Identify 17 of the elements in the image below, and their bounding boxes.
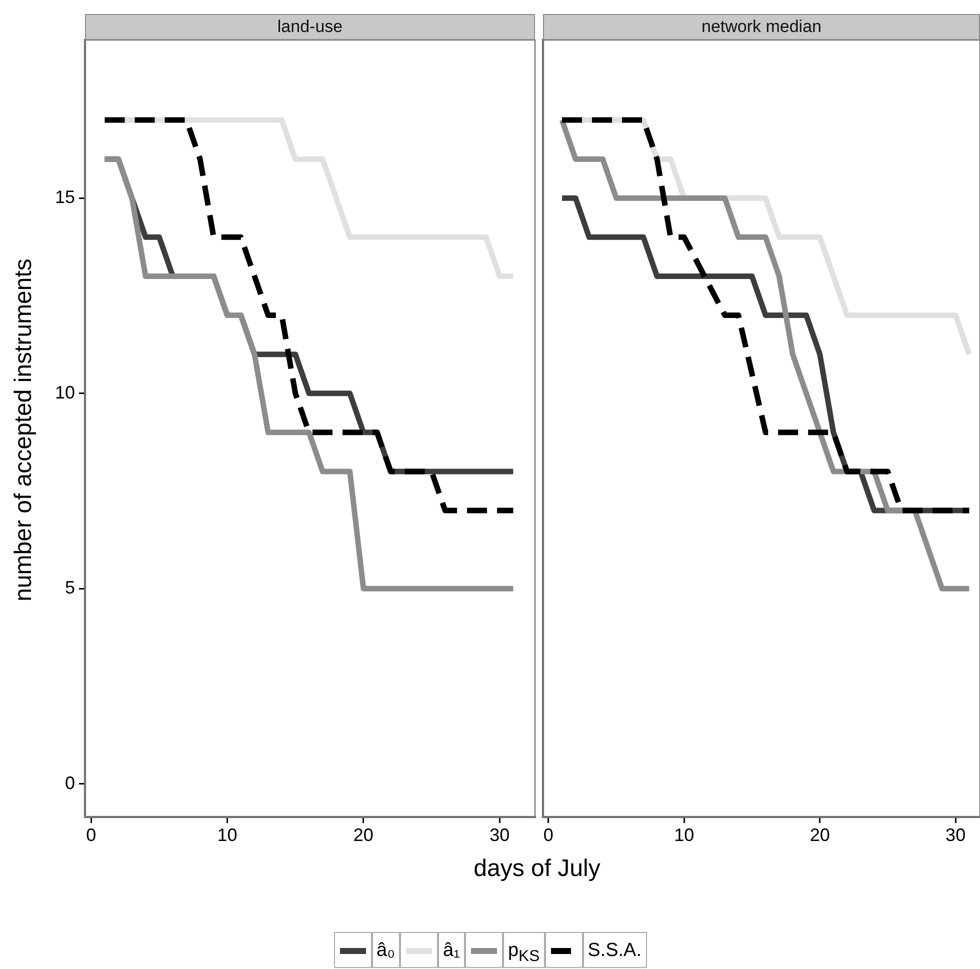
x-tick-label: 30: [946, 824, 966, 845]
y-tick-label: 15: [54, 187, 75, 208]
x-tick-label: 30: [490, 824, 510, 845]
chart-title: land-use: [85, 14, 535, 40]
chart-title: network median: [543, 14, 980, 40]
y-tick-label: 0: [64, 772, 75, 793]
y-tick-label: 5: [64, 578, 75, 598]
legend-label: S.S.A.: [582, 932, 646, 968]
y-tick-label: 10: [54, 382, 75, 402]
x-tick-label: 20: [810, 824, 830, 845]
x-axis-title: days of July: [472, 855, 602, 883]
x-tick-label: 0: [86, 824, 96, 845]
y-axis-title: number of accepted instruments: [10, 258, 38, 602]
x-tick-label: 20: [353, 824, 374, 845]
x-tick-label: 0: [543, 824, 554, 845]
x-tick-label: 10: [217, 824, 238, 845]
x-tick-label: 10: [674, 824, 694, 845]
